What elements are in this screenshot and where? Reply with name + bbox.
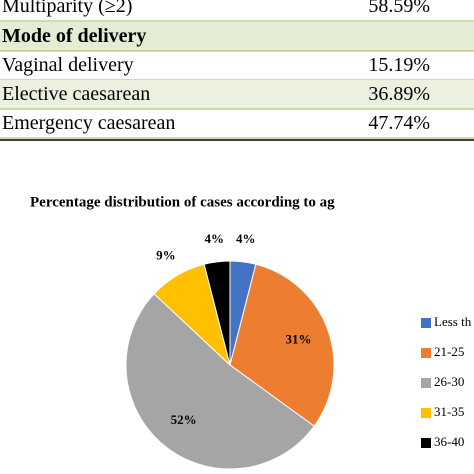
data-label: 4% [236,231,256,246]
row-background [0,80,474,109]
pie-slice [125,293,315,470]
table-cell: Emergency caesarean [2,112,175,134]
legend-swatch [421,318,431,328]
data-label: 31% [285,331,311,346]
data-label: 9% [156,248,176,263]
legend-label: 26-30 [434,374,464,389]
chart-title: Percentage distribution of cases accordi… [30,194,335,210]
legend-swatch [421,378,431,388]
table-cell: 15.19% [368,54,430,76]
legend-swatch [421,438,431,448]
legend-label: Less th [434,314,472,329]
table-cell: 36.89% [368,83,430,105]
legend-label: 21-25 [434,344,464,359]
legend-swatch [421,408,431,418]
table-cell: Vaginal delivery [2,54,134,76]
data-label: 52% [171,412,197,427]
legend-label: 31-35 [434,404,464,419]
table-cell: Mode of delivery [2,25,146,47]
data-label: 4% [204,231,224,246]
legend-swatch [421,348,431,358]
table-cell: 47.74% [368,112,430,134]
pie-slice [229,263,335,427]
pie-slice [203,260,231,366]
table-cell: 58.59% [368,0,430,17]
legend-label: 36-40 [434,434,464,449]
row-background [0,22,474,51]
table-cell: Elective caesarean [2,83,150,105]
table-cell: Multiparity (≥2) [2,0,132,17]
